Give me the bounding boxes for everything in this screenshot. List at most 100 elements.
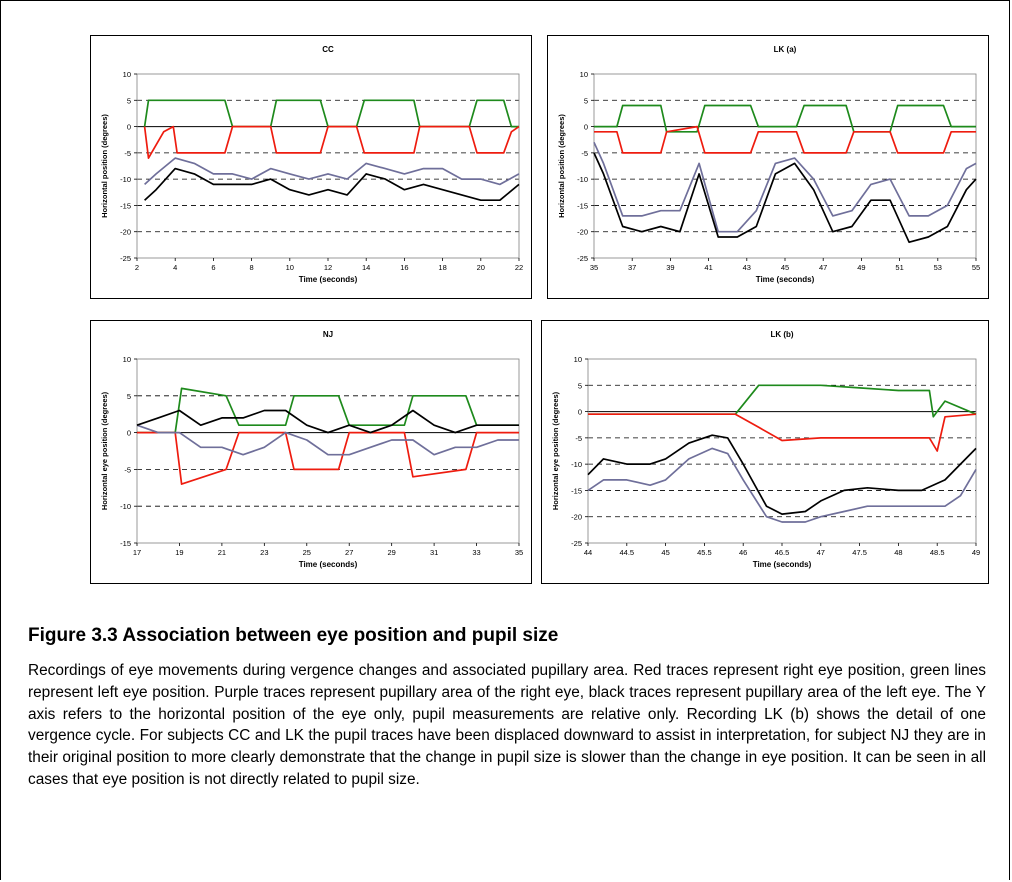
x-tick-label: 17	[133, 548, 141, 557]
x-tick-label: 43	[743, 263, 751, 272]
x-tick-label: 39	[666, 263, 674, 272]
y-tick-label: 10	[123, 355, 131, 364]
x-tick-label: 51	[895, 263, 903, 272]
y-tick-label: -10	[571, 460, 582, 469]
x-tick-label: 12	[324, 263, 332, 272]
figure-title: Figure 3.3 Association between eye posit…	[28, 625, 559, 646]
y-tick-label: -5	[124, 149, 131, 158]
plot-area	[136, 73, 520, 259]
y-tick-label: -25	[577, 254, 588, 263]
y-tick-label: -10	[120, 175, 131, 184]
x-tick-label: 47	[819, 263, 827, 272]
y-tick-label: -5	[124, 465, 131, 474]
x-tick-label: 23	[260, 548, 268, 557]
x-tick-label: 41	[704, 263, 712, 272]
y-tick-label: -25	[571, 539, 582, 548]
x-tick-label: 47	[817, 548, 825, 557]
x-tick-label: 25	[303, 548, 311, 557]
y-tick-label: 10	[574, 355, 582, 364]
y-tick-label: -5	[575, 434, 582, 443]
y-axis-label: Horizontal position (degrees)	[100, 114, 109, 218]
series-line-0	[588, 384, 977, 418]
y-tick-label: -10	[577, 175, 588, 184]
x-tick-label: 4	[173, 263, 177, 272]
chart-lk-b: LK (b) 10 5 0 -5 -10 -15 -20 -25 44 44.5 45 45.5 46 46…	[541, 320, 989, 584]
x-tick-label: 44	[584, 548, 592, 557]
chart-lk-a: LK (a) 10 5 0 -5 -10 -15 -20 -25 35 37 39 41 43 45 47 49…	[547, 35, 989, 299]
x-tick-label: 44.5	[619, 548, 634, 557]
series-line-3	[593, 152, 977, 244]
figure-caption: Recordings of eye movements during verge…	[28, 662, 986, 788]
y-axis-label: Horizontal position (degrees)	[557, 114, 566, 218]
x-tick-label: 29	[387, 548, 395, 557]
x-tick-label: 46.5	[775, 548, 790, 557]
x-tick-label: 35	[590, 263, 598, 272]
y-axis-label: Horizontal eye position (degrees)	[551, 391, 560, 510]
y-tick-label: -15	[120, 201, 131, 210]
x-tick-label: 21	[218, 548, 226, 557]
x-tick-label: 31	[430, 548, 438, 557]
x-tick-label: 49	[857, 263, 865, 272]
x-axis-label: Time (seconds)	[299, 560, 358, 569]
chart-svg: CC 10 5 0 -5 -10 -15 -20 -25 2 4 6 8 10 12 14 16 18 20 22 Ti…	[100, 45, 523, 284]
series-line-0	[143, 99, 519, 128]
chart-nj: NJ 10 5 0 -5 -10 -15 17 19 21 23 25 27 29 31 33 35 Time (…	[90, 320, 532, 584]
y-axis-label: Horizontal eye position (degrees)	[100, 391, 109, 510]
y-tick-label: 5	[578, 381, 582, 390]
x-tick-label: 22	[515, 263, 523, 272]
series-line-2	[136, 424, 519, 456]
series-line-3	[136, 409, 519, 434]
x-tick-label: 45.5	[697, 548, 712, 557]
plot-area	[593, 73, 977, 259]
y-tick-label: -20	[571, 513, 582, 522]
x-tick-label: 37	[628, 263, 636, 272]
y-tick-label: -15	[571, 486, 582, 495]
y-tick-label: -25	[120, 254, 131, 263]
chart-title: LK (a)	[774, 45, 797, 54]
chart-title: LK (b)	[770, 330, 793, 339]
chart-title: CC	[322, 45, 334, 54]
series-line-2	[593, 141, 977, 233]
x-tick-label: 27	[345, 548, 353, 557]
x-tick-label: 46	[739, 548, 747, 557]
y-tick-label: -15	[120, 539, 131, 548]
series-line-3	[587, 434, 977, 515]
x-tick-label: 45	[781, 263, 789, 272]
y-tick-label: -20	[120, 228, 131, 237]
series-line-1	[588, 413, 977, 452]
y-tick-label: 0	[578, 408, 582, 417]
chart-title: NJ	[323, 330, 333, 339]
y-tick-label: 5	[127, 96, 131, 105]
series-line-3	[144, 167, 520, 202]
x-tick-label: 35	[515, 548, 523, 557]
x-axis-label: Time (seconds)	[299, 275, 358, 284]
x-tick-label: 18	[438, 263, 446, 272]
series-line-1	[143, 125, 520, 159]
x-tick-label: 20	[477, 263, 485, 272]
x-tick-label: 19	[175, 548, 183, 557]
plot-area	[136, 358, 520, 544]
x-tick-label: 45	[661, 548, 669, 557]
x-tick-label: 2	[135, 263, 139, 272]
x-tick-label: 48	[894, 548, 902, 557]
series-line-1	[137, 431, 519, 485]
x-tick-label: 55	[972, 263, 980, 272]
series-line-2	[587, 447, 977, 523]
x-tick-label: 14	[362, 263, 370, 272]
x-axis-label: Time (seconds)	[753, 560, 812, 569]
x-tick-label: 10	[286, 263, 294, 272]
y-tick-label: -10	[120, 502, 131, 511]
x-axis-label: Time (seconds)	[756, 275, 815, 284]
x-tick-label: 33	[472, 548, 480, 557]
chart-cc: CC 10 5 0 -5 -10 -15 -20 -25 2 4 6 8 10 12 14 16 18 20 22 Ti…	[90, 35, 532, 299]
plot-area	[587, 358, 977, 544]
x-tick-label: 16	[400, 263, 408, 272]
series-line-0	[137, 387, 519, 434]
x-tick-label: 48.5	[930, 548, 945, 557]
y-tick-label: 10	[123, 70, 131, 79]
x-tick-label: 53	[934, 263, 942, 272]
y-tick-label: 5	[127, 392, 131, 401]
